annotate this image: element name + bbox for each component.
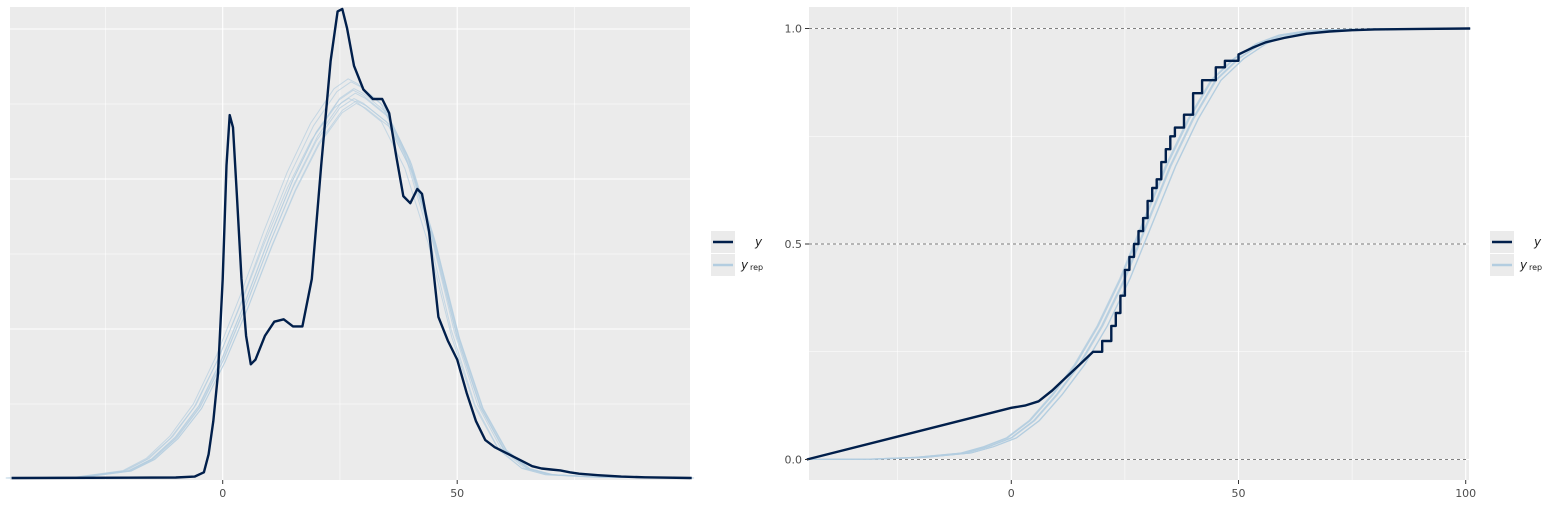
density-panel: 0 50 bbox=[5, 7, 695, 500]
legend-yrep-label: y bbox=[740, 258, 749, 272]
legend-y-label: y bbox=[1533, 235, 1542, 249]
ecdf-x-axis: 0 50 100 bbox=[1008, 480, 1476, 500]
ecdf-panel: 0 50 100 0.0 0.5 1.0 bbox=[785, 7, 1476, 500]
legend-y-label: y bbox=[754, 235, 763, 249]
density-y-line bbox=[11, 7, 692, 480]
ecdf-y-axis: 0.0 0.5 1.0 bbox=[785, 23, 809, 467]
density-legend: y y rep bbox=[711, 231, 763, 276]
ecdf-y-line bbox=[806, 27, 1471, 461]
legend-yrep-label: y bbox=[1519, 258, 1528, 272]
ecdf-legend: y y rep bbox=[1490, 231, 1542, 276]
ecdf-y-tick-label: 0.5 bbox=[785, 238, 803, 251]
density-x-tick-label: 50 bbox=[450, 487, 464, 500]
ecdf-y-tick-label: 0.0 bbox=[785, 454, 803, 467]
ecdf-x-tick-label: 0 bbox=[1008, 487, 1015, 500]
density-plot-background bbox=[10, 7, 690, 480]
ecdf-y-tick-label: 1.0 bbox=[785, 23, 803, 36]
ecdf-yrep-line bbox=[811, 27, 1471, 461]
ecdf-yrep-line bbox=[806, 27, 1470, 461]
density-gridlines bbox=[10, 7, 690, 480]
density-yrep-line bbox=[14, 100, 695, 479]
density-x-tick-label: 0 bbox=[219, 487, 226, 500]
ecdf-yrep-line bbox=[806, 27, 1466, 461]
ecdf-x-tick-label: 50 bbox=[1232, 487, 1246, 500]
legend-yrep-subscript: rep bbox=[750, 263, 763, 272]
ecdf-yrep-lines bbox=[806, 27, 1471, 461]
ecdf-x-tick-label: 100 bbox=[1455, 487, 1476, 500]
legend-yrep-subscript: rep bbox=[1529, 263, 1542, 272]
density-x-axis: 0 50 bbox=[219, 480, 464, 500]
